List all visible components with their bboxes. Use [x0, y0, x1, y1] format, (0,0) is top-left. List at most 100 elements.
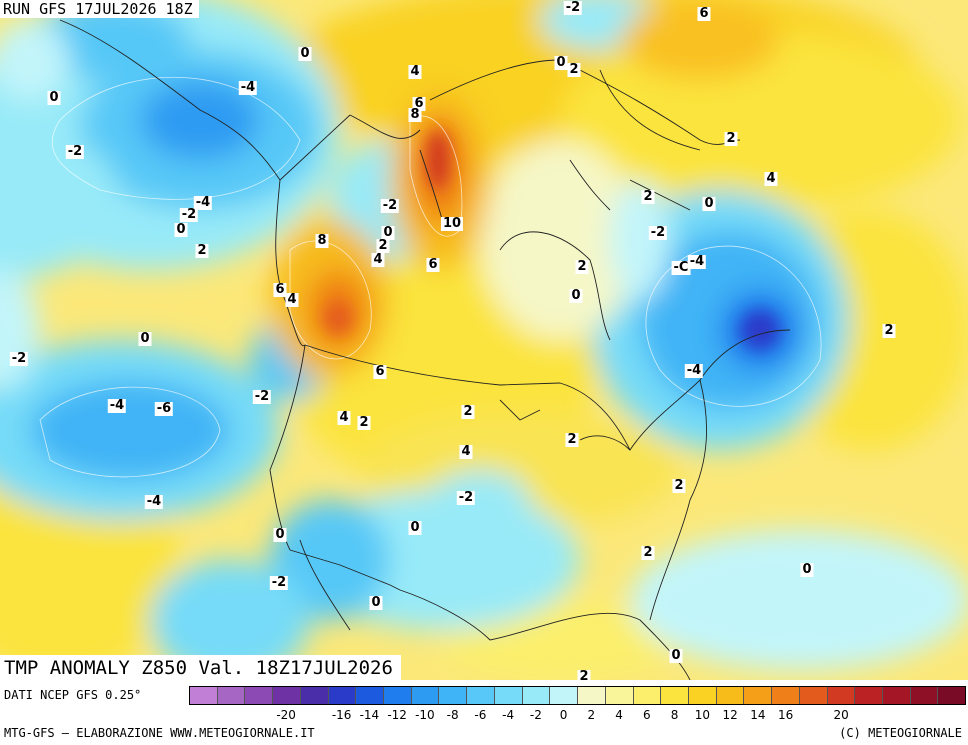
color-scale-cell: [190, 687, 217, 704]
contour-label: -4: [687, 254, 707, 269]
color-scale-tick: -16: [331, 708, 352, 722]
contour-label: -2: [456, 490, 476, 505]
contour-label: -2: [648, 225, 668, 240]
contour-label: -4: [193, 195, 213, 210]
color-scale-tick: 14: [750, 708, 766, 722]
contour-label: 6: [426, 257, 440, 272]
contour-label: -4: [107, 398, 127, 413]
color-scale-tick: 6: [643, 708, 651, 722]
contour-label: 10: [440, 216, 464, 231]
color-scale-cell: [937, 687, 966, 704]
contour-label: 2: [357, 415, 371, 430]
contour-label: 0: [669, 648, 683, 663]
contour-label: -2: [9, 351, 29, 366]
contour-label: -2: [179, 207, 199, 222]
contour-label: -4: [684, 363, 704, 378]
color-scale-cell: [327, 687, 356, 704]
contour-label: 0: [408, 520, 422, 535]
contour-label: 0: [569, 288, 583, 303]
contour-label: -2: [380, 198, 400, 213]
contour-label: 2: [641, 189, 655, 204]
color-scale-tick: 20: [833, 708, 849, 722]
run-info-label: RUN GFS 17JUL2026 18Z: [0, 0, 199, 18]
color-scale-cell: [521, 687, 550, 704]
contour-label: -2: [252, 389, 272, 404]
contour-label: 0: [47, 90, 61, 105]
contour-label: -2: [65, 144, 85, 159]
contour-label: -2: [563, 0, 583, 15]
color-scale-tick: 10: [694, 708, 711, 722]
color-scale-cell: [383, 687, 411, 704]
color-scale-cell: [771, 687, 799, 704]
color-scale-cell: [687, 687, 716, 704]
color-scale-tick: 12: [722, 708, 738, 722]
contour-label: 0: [554, 55, 568, 70]
contour-label: 6: [273, 282, 287, 297]
anomaly-map: RUN GFS 17JUL2026 18Z TMP ANOMALY Z850 V…: [0, 0, 968, 680]
contour-label: 2: [461, 404, 475, 419]
elaboration-credit: MTG-GFS – ELABORAZIONE WWW.METEOGIORNALE…: [4, 726, 315, 740]
color-scale-tick: -6: [474, 708, 487, 722]
contour-label: -4: [238, 80, 258, 95]
color-scale-cell: [798, 687, 827, 704]
contour-label: 8: [408, 107, 422, 122]
color-scale-cell: [549, 687, 578, 704]
contour-label: 0: [369, 595, 383, 610]
color-scale-cell: [743, 687, 772, 704]
color-scale-tick: 2: [587, 708, 596, 722]
contour-label: 2: [567, 62, 581, 77]
color-scale-cell: [604, 687, 633, 704]
color-scale-cell: [272, 687, 300, 704]
color-scale-bar: [189, 686, 966, 705]
color-scale-tick: 8: [670, 708, 679, 722]
contour-label: 2: [577, 670, 591, 680]
color-scale-cell: [493, 687, 522, 704]
contour-label: 2: [575, 259, 589, 274]
color-scale-cell: [410, 687, 439, 704]
color-scale-cell: [909, 687, 938, 704]
contour-label: 2: [195, 243, 209, 258]
color-scale-cell: [660, 687, 688, 704]
color-scale-tick: -8: [446, 708, 459, 722]
legend-footer: DATI NCEP GFS 0.25° -20 -16 -14 -12 -10 -8 -6-…: [0, 680, 968, 745]
contour-label: 0: [273, 527, 287, 542]
contour-label: 6: [412, 96, 426, 111]
color-scale-tick: -4: [502, 708, 515, 722]
color-scale-tick: 0: [559, 708, 568, 722]
color-scale-cell: [299, 687, 328, 704]
contour-label: 0: [800, 562, 814, 577]
contour-label: 6: [373, 364, 387, 379]
color-scale-ticks: -20 -16 -14 -12 -10 -8 -6 -4 -2 0 2 4 6 8 10 12 14 16 20: [189, 708, 966, 724]
color-scale-cell: [854, 687, 882, 704]
map-title: TMP ANOMALY Z850 Val. 18Z17JUL2026: [0, 655, 401, 680]
contour-label: 6: [697, 6, 711, 21]
contour-label: 0: [138, 331, 152, 346]
color-scale-tick: -14: [359, 708, 380, 722]
contour-label: 2: [724, 131, 738, 146]
contour-label: 0: [702, 196, 716, 211]
contour-label: 0: [174, 222, 188, 237]
color-scale-cell: [577, 687, 605, 704]
contour-label: 4: [285, 292, 299, 307]
contour-label: 0: [298, 46, 312, 61]
contour-label: 0: [381, 225, 395, 240]
color-scale-tick: 16: [777, 708, 794, 722]
color-scale-cell: [881, 687, 910, 704]
contour-label: -C: [671, 260, 691, 275]
contour-label: -4: [144, 494, 164, 509]
color-scale-cell: [438, 687, 467, 704]
color-scale-cell: [715, 687, 744, 704]
contour-label: 4: [337, 410, 351, 425]
color-scale-cell: [826, 687, 855, 704]
color-scale-cell: [355, 687, 384, 704]
contour-label: 4: [459, 444, 473, 459]
color-scale-tick: -10: [415, 708, 435, 722]
color-scale-cell: [632, 687, 661, 704]
color-scale-tick: -20: [276, 708, 296, 722]
contour-label: 2: [882, 323, 896, 338]
map-svg: [0, 0, 968, 680]
contour-label: 2: [376, 238, 390, 253]
contour-label: 4: [371, 252, 385, 267]
data-source-label: DATI NCEP GFS 0.25°: [4, 688, 142, 702]
copyright-credit: (C) METEOGIORNALE: [839, 726, 962, 740]
